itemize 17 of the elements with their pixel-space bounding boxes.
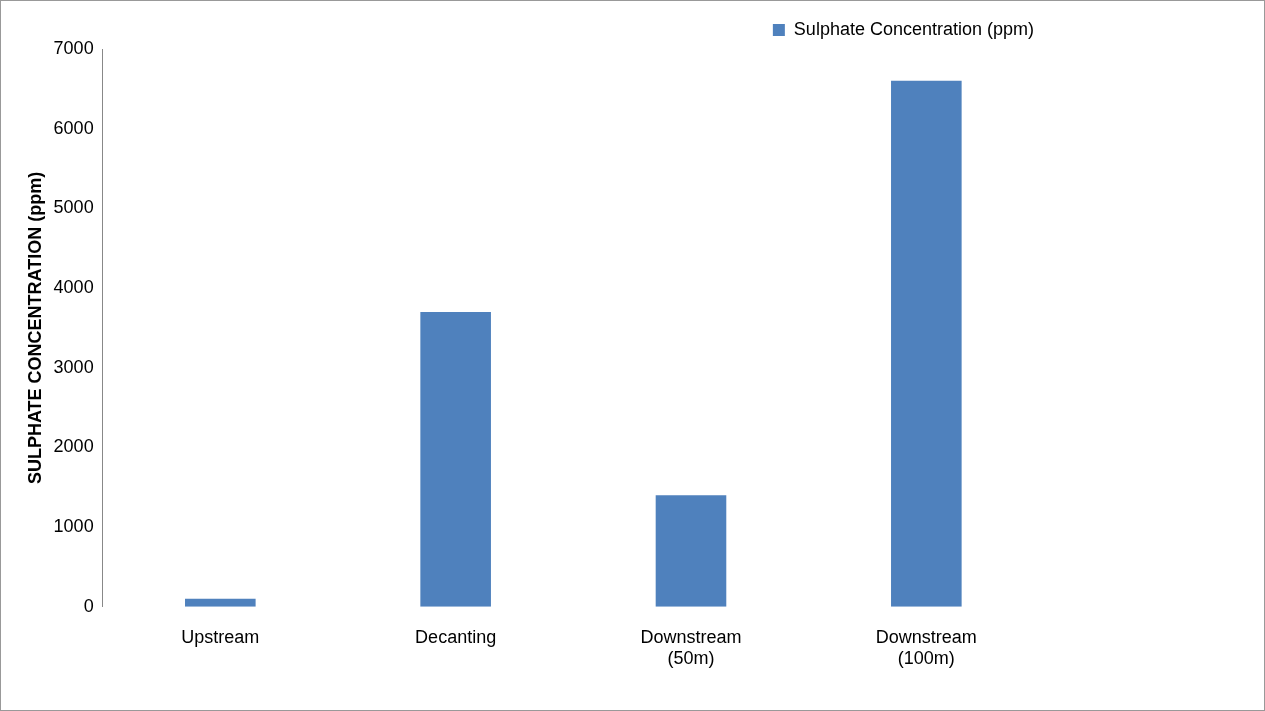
x-tick-label: Upstream — [181, 626, 260, 647]
y-tick-label: 6000 — [53, 117, 94, 138]
bar — [655, 495, 727, 607]
y-tick-label: 1000 — [53, 516, 94, 537]
y-tick-label: 4000 — [53, 277, 94, 298]
y-tick-label: 3000 — [53, 356, 94, 377]
y-tick-label: 5000 — [53, 197, 94, 218]
x-tick-label: Downstream (50m) — [640, 626, 742, 669]
bar — [891, 80, 962, 607]
y-tick-label: 7000 — [53, 37, 94, 58]
x-tick-label: Downstream (100m) — [875, 626, 977, 669]
legend-label: Sulphate Concentration (ppm) — [793, 18, 1035, 39]
y-tick-label: 0 — [83, 595, 94, 616]
y-tick-label: 2000 — [53, 436, 94, 457]
bar — [420, 311, 491, 607]
y-axis-title: SULPHATE CONCENTRATION (ppm) — [24, 171, 45, 485]
x-tick-label: Decanting — [415, 626, 497, 647]
